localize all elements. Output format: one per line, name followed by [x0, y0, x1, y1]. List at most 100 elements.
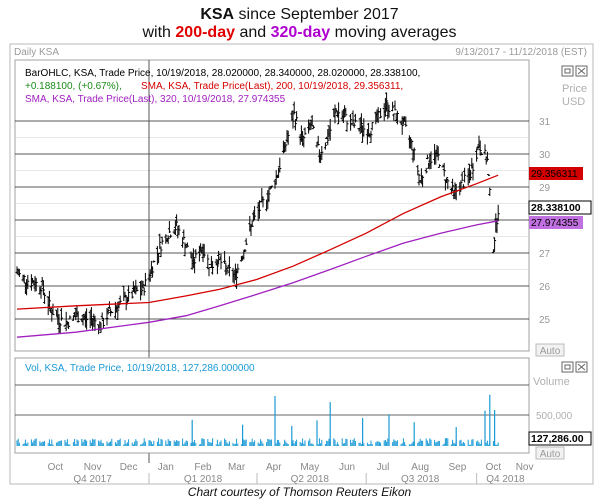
ohlc-bar — [493, 237, 497, 252]
month-tick-label: Aug — [411, 462, 429, 473]
volume-axis-tick: 500,000 — [536, 411, 573, 422]
ohlc-bar — [487, 174, 491, 176]
ohlc-bar — [362, 118, 366, 137]
ohlc-bar — [475, 148, 479, 162]
month-tick-label: Oct — [486, 462, 502, 473]
ohlc-bar — [206, 254, 210, 269]
ohlc-bar — [311, 125, 315, 130]
ohlc-bar — [326, 129, 330, 146]
ohlc-bar — [51, 303, 55, 316]
ohlc-bar — [130, 290, 134, 299]
ohlc-bar — [303, 127, 307, 135]
price-tick-label: 26 — [539, 282, 551, 293]
ohlc-bar — [67, 322, 71, 330]
month-tick-label: Jan — [158, 462, 174, 473]
volume-auto-button[interactable]: Auto — [535, 446, 565, 460]
ohlc-bar — [295, 111, 299, 122]
ohlc-bar — [267, 187, 271, 202]
panel-minimize-icon[interactable] — [561, 65, 574, 77]
ohlc-bar — [58, 323, 62, 334]
ohlc-bar — [135, 285, 139, 292]
ohlc-bar — [151, 266, 155, 278]
ohlc-bar — [292, 101, 296, 115]
chart-title-line1: KSA since September 2017 — [0, 6, 599, 24]
ohlc-bar — [351, 110, 355, 125]
ohlc-bar — [257, 200, 261, 219]
ohlc-bar — [461, 184, 465, 189]
ohlc-bar — [160, 236, 164, 245]
ohlc-bar — [250, 220, 254, 227]
ohlc-bar — [344, 107, 348, 116]
ohlc-bar — [334, 108, 338, 113]
ohlc-bar — [491, 249, 495, 254]
ohlc-bar — [173, 220, 177, 236]
ohlc-bar — [261, 196, 265, 208]
ohlc-bar — [424, 167, 428, 174]
month-tick-label: Jul — [377, 462, 390, 473]
ohlc-bar — [29, 274, 33, 291]
ohlc-bar — [127, 285, 131, 302]
ohlc-bar — [404, 116, 408, 127]
ohlc-bar — [219, 253, 223, 270]
ohlc-bar — [353, 113, 357, 123]
ohlc-bar — [429, 151, 433, 169]
volume-close-icon[interactable] — [575, 361, 588, 373]
ticker-label: KSA — [200, 6, 235, 23]
ohlc-bar — [34, 277, 38, 292]
ohlc-bar — [43, 292, 47, 304]
price-auto-button[interactable]: Auto — [535, 343, 565, 357]
volume-auto-label: Auto — [540, 449, 561, 460]
quarter-tick-label: Q4 2017 — [73, 474, 112, 485]
month-tick-label: Dec — [120, 462, 138, 473]
ohlc-bar — [478, 140, 482, 156]
ohlc-bar — [463, 167, 467, 183]
ohlc-bar — [224, 262, 228, 276]
ohlc-bar — [223, 250, 227, 264]
ohlc-bar — [393, 100, 397, 111]
price-panel — [14, 59, 530, 352]
ohlc-bar — [400, 116, 404, 135]
ohlc-bar — [345, 120, 349, 132]
ohlc-bar — [211, 260, 215, 275]
ohlc-bar — [316, 135, 320, 146]
ohlc-bar — [284, 143, 288, 152]
ohlc-bar — [469, 169, 473, 181]
ohlc-bar — [436, 146, 440, 161]
quarter-tick-label: Q1 2018 — [184, 474, 223, 485]
ohlc-bar — [89, 307, 93, 326]
month-tick-label: Jun — [339, 462, 355, 473]
sma320-tag-text: 27.974355 — [531, 218, 579, 229]
ohlc-bar — [22, 274, 26, 283]
ohlc-bar — [194, 249, 198, 259]
title-320-day: 320-day — [270, 24, 331, 41]
ohlc-bar — [293, 119, 297, 131]
month-tick-label: Nov — [516, 462, 534, 473]
ohlc-bar — [169, 234, 173, 238]
ohlc-bar — [253, 206, 257, 221]
ohlc-bar — [185, 242, 189, 247]
ohlc-bar — [181, 237, 185, 248]
volume-minimize-icon[interactable] — [561, 361, 574, 373]
volume-tag-text: 127,286.00 — [531, 433, 584, 445]
ohlc-bar — [283, 141, 287, 153]
ohlc-bar — [445, 177, 449, 184]
ohlc-bar — [140, 280, 144, 296]
ohlc-bar — [148, 269, 152, 282]
ohlc-bar — [483, 144, 487, 155]
chart-tab-label: Daily KSA — [14, 47, 59, 58]
ohlc-bar — [392, 113, 396, 121]
ohlc-bar — [47, 290, 51, 310]
volume-value-tag: 127,286.00 — [528, 431, 592, 446]
month-tick-label: Nov — [84, 462, 102, 473]
ohlc-bar — [471, 163, 475, 181]
ohlc-bar — [59, 308, 63, 321]
price-auto-label: Auto — [540, 346, 561, 357]
month-tick-label: Sep — [449, 462, 467, 473]
ohlc-bar — [387, 104, 391, 118]
ohlc-bar — [39, 285, 43, 299]
panel-close-icon[interactable] — [575, 65, 588, 77]
ohlc-bar — [496, 204, 500, 222]
ohlc-legend-change: +0.188100, (+0.67%), — [25, 81, 122, 92]
sma200-legend: SMA, KSA, Trade Price(Last), 200, 10/19/… — [141, 81, 403, 92]
